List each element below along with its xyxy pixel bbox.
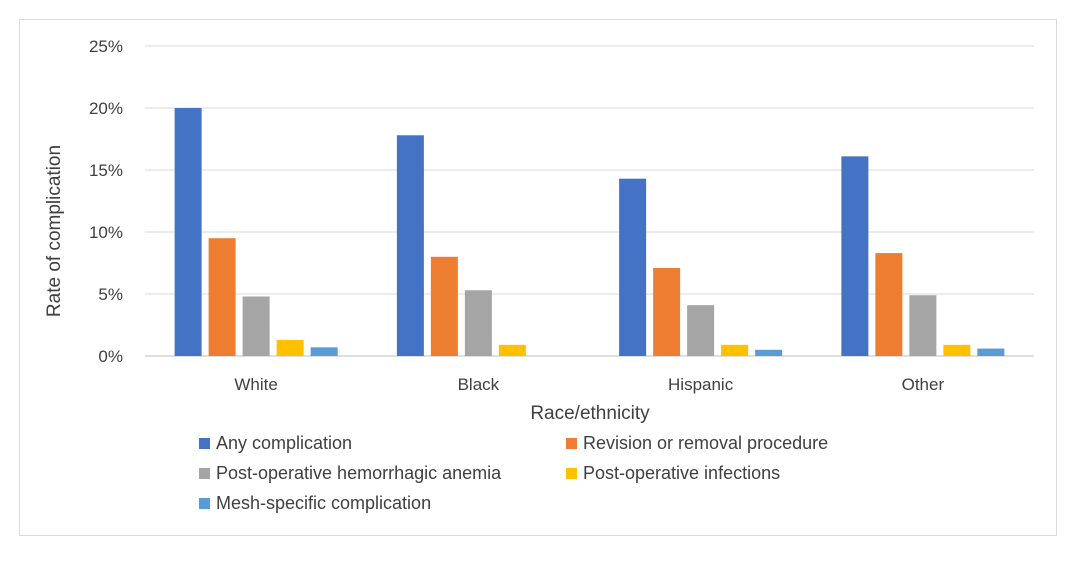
chart-frame: 0% 5% 10% 15% 20% 25% White Black Hispanic Other… — [19, 19, 1057, 536]
legend-swatch — [199, 468, 210, 479]
bar — [276, 339, 304, 356]
x-tick-label: Other — [902, 375, 945, 394]
bar — [174, 108, 202, 356]
bar — [653, 267, 681, 356]
x-tick-label: Black — [458, 375, 500, 394]
legend-swatch — [566, 438, 577, 449]
bar — [875, 253, 903, 356]
x-axis-title: Race/ethnicity — [530, 403, 650, 424]
y-tick-label: 0% — [98, 347, 123, 366]
y-tick-label: 20% — [89, 99, 123, 118]
x-axis-ticks: White Black Hispanic Other — [234, 375, 944, 394]
bar — [430, 256, 458, 356]
bar — [619, 178, 647, 356]
y-axis-ticks: 0% 5% 10% 15% 20% 25% — [89, 37, 123, 366]
y-tick-label: 10% — [89, 223, 123, 242]
bar-chart: 0% 5% 10% 15% 20% 25% White Black Hispanic Other… — [44, 37, 1034, 513]
legend-label: Revision or removal procedure — [583, 433, 828, 453]
legend-swatch — [566, 468, 577, 479]
bar — [943, 344, 971, 356]
bar — [755, 349, 783, 356]
bar — [242, 296, 270, 356]
bar — [498, 344, 526, 356]
y-tick-label: 25% — [89, 37, 123, 56]
bar — [396, 135, 424, 356]
y-axis-title: Rate of complication — [44, 145, 65, 317]
legend-label: Any complication — [216, 433, 352, 453]
x-tick-label: Hispanic — [668, 375, 734, 394]
bars — [174, 108, 1005, 356]
bar — [310, 347, 338, 356]
legend-label: Mesh-specific complication — [216, 493, 431, 513]
y-tick-label: 5% — [98, 285, 123, 304]
bar — [687, 305, 715, 356]
legend-label: Post-operative infections — [583, 463, 780, 483]
bar — [909, 295, 937, 356]
legend-label: Post-operative hemorrhagic anemia — [216, 463, 502, 483]
bar — [464, 290, 492, 356]
y-tick-label: 15% — [89, 161, 123, 180]
legend-swatch — [199, 498, 210, 509]
legend: Any complication Revision or removal proc… — [199, 433, 828, 513]
bar — [977, 348, 1005, 356]
bar — [841, 156, 869, 356]
legend-swatch — [199, 438, 210, 449]
bar — [208, 238, 236, 356]
x-tick-label: White — [234, 375, 277, 394]
bar — [721, 344, 749, 356]
